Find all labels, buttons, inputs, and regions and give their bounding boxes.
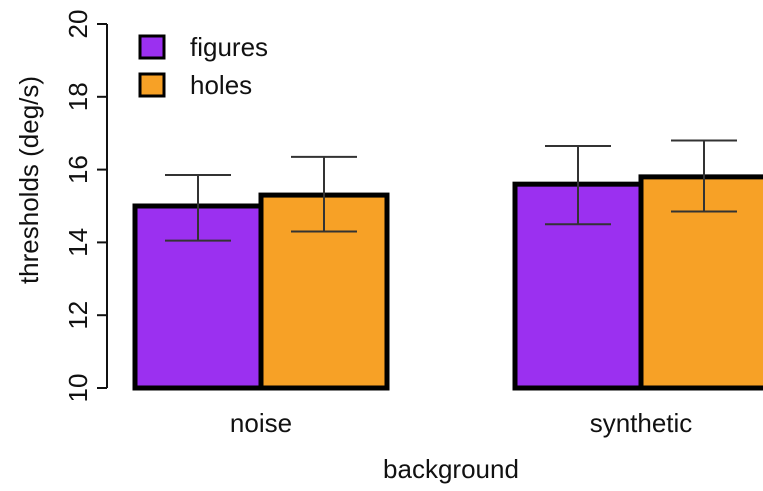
legend-swatch bbox=[138, 34, 166, 60]
x-axis-title: background bbox=[383, 454, 519, 484]
legend: figures holes bbox=[138, 32, 268, 100]
error-bars bbox=[165, 139, 737, 242]
y-tick-label: 16 bbox=[63, 155, 93, 184]
y-tick-label: 14 bbox=[63, 228, 93, 257]
x-category-label: synthetic bbox=[590, 408, 693, 438]
y-tick-label: 12 bbox=[63, 301, 93, 330]
y-tick-label: 20 bbox=[63, 10, 93, 39]
bars bbox=[132, 174, 763, 391]
bar bbox=[638, 174, 763, 391]
y-tick-label: 18 bbox=[63, 82, 93, 111]
legend-label: figures bbox=[190, 32, 268, 62]
y-axis: 10 12 14 16 18 20 bbox=[63, 10, 108, 403]
x-category-label: noise bbox=[230, 408, 292, 438]
legend-label: holes bbox=[190, 70, 252, 100]
x-axis-category-labels: noise synthetic bbox=[230, 408, 692, 438]
y-axis-title: thresholds (deg/s) bbox=[14, 76, 44, 284]
legend-swatch bbox=[138, 72, 166, 98]
y-tick-label: 10 bbox=[63, 374, 93, 403]
